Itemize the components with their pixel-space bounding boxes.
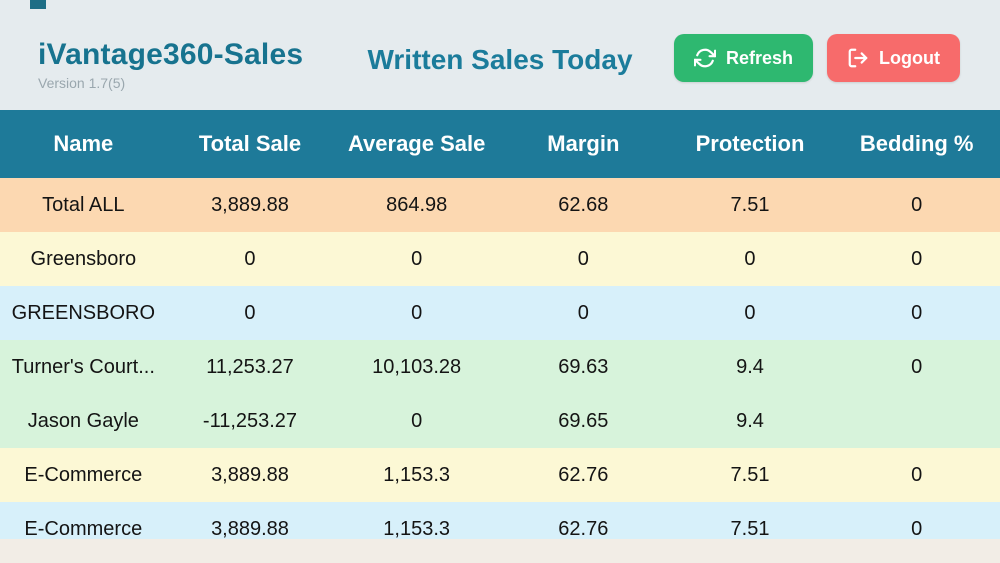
cell-total-sale: 3,889.88 <box>211 463 289 486</box>
cell-margin: 69.65 <box>558 409 609 432</box>
cell-total-sale: -11,253.27 <box>202 409 298 432</box>
table-row[interactable]: Jason Gayle -11,253.27 0 69.65 9.4 <box>0 394 1000 448</box>
cell-bedding: 0 <box>911 301 923 324</box>
table-row[interactable]: Turner's Court... 11,253.27 10,103.28 69.63… <box>0 340 1000 394</box>
cell-average-sale: 864.98 <box>386 193 448 216</box>
column-header-total-sale: Total Sale <box>198 131 302 156</box>
cell-margin: 62.68 <box>558 193 609 216</box>
table-row[interactable]: Greensboro 0 0 0 0 0 <box>0 232 1000 286</box>
column-header-average-sale: Average Sale <box>347 131 486 156</box>
refresh-button-label: Refresh <box>725 47 794 68</box>
cell-average-sale: 1,153.3 <box>383 463 451 486</box>
cell-total-sale: 0 <box>244 301 256 324</box>
screen-notch <box>30 0 46 9</box>
cell-margin: 0 <box>577 301 589 324</box>
cell-average-sale: 0 <box>411 301 423 324</box>
cell-bedding: 0 <box>911 355 923 378</box>
log-out-icon <box>847 47 869 69</box>
cell-bedding: 0 <box>911 463 923 486</box>
cell-total-sale: 3,889.88 <box>211 517 289 540</box>
cell-average-sale: 0 <box>411 409 423 432</box>
cell-average-sale: 10,103.28 <box>372 355 462 378</box>
cell-margin: 62.76 <box>558 517 609 540</box>
cell-bedding: 0 <box>911 247 923 270</box>
cell-bedding: 0 <box>911 193 923 216</box>
cell-protection: 0 <box>744 247 756 270</box>
bottom-strip <box>0 539 1000 563</box>
cell-margin: 0 <box>577 247 589 270</box>
cell-name: Greensboro <box>30 247 137 270</box>
refresh-button[interactable]: Refresh <box>673 34 814 82</box>
cell-average-sale: 1,153.3 <box>383 517 451 540</box>
cell-bedding: 0 <box>911 517 923 540</box>
cell-name: Turner's Court... <box>11 355 155 378</box>
header-actions: Refresh Logout <box>673 34 960 82</box>
cell-name: E-Commerce <box>24 517 143 540</box>
column-header-protection: Protection <box>695 131 805 156</box>
brand-block: iVantage360-Sales Version 1.7(5) <box>38 38 303 91</box>
refresh-icon <box>693 47 716 69</box>
table-header-row: Name Total Sale Average Sale Margin Protecti… <box>0 110 1000 178</box>
logout-button[interactable]: Logout <box>827 34 960 82</box>
cell-average-sale: 0 <box>411 247 423 270</box>
cell-margin: 69.63 <box>558 355 609 378</box>
cell-name: GREENSBORO <box>11 301 155 324</box>
cell-total-sale: 11,253.27 <box>206 355 294 378</box>
cell-protection: 0 <box>744 301 756 324</box>
column-header-bedding: Bedding % <box>859 131 974 156</box>
cell-total-sale: 3,889.88 <box>211 193 289 216</box>
table-body: Total ALL 3,889.88 864.98 62.68 7.51 0 Greensb… <box>0 178 1000 539</box>
column-header-name: Name <box>53 131 114 156</box>
table-row[interactable]: E-Commerce 3,889.88 1,153.3 62.76 7.51 0 <box>0 502 1000 539</box>
cell-total-sale: 0 <box>244 247 256 270</box>
app-version: Version 1.7(5) <box>38 75 126 91</box>
cell-margin: 62.76 <box>558 463 609 486</box>
table-row[interactable]: Total ALL 3,889.88 864.98 62.68 7.51 0 <box>0 178 1000 232</box>
cell-protection: 9.4 <box>736 409 764 432</box>
table-row[interactable]: GREENSBORO 0 0 0 0 0 <box>0 286 1000 340</box>
cell-protection: 7.51 <box>730 463 770 486</box>
cell-name: Total ALL <box>42 193 125 216</box>
cell-protection: 7.51 <box>730 193 770 216</box>
logout-button-label: Logout <box>879 47 940 68</box>
cell-protection: 7.51 <box>730 517 770 540</box>
cell-protection: 9.4 <box>736 355 764 378</box>
column-header-margin: Margin <box>547 131 620 156</box>
top-bar: iVantage360-Sales Version 1.7(5) Written… <box>0 0 1000 110</box>
table-row[interactable]: E-Commerce 3,889.88 1,153.3 62.76 7.51 0 <box>0 448 1000 502</box>
cell-name: E-Commerce <box>24 463 143 486</box>
app-title: iVantage360-Sales <box>38 38 304 71</box>
cell-name: Jason Gayle <box>27 409 139 432</box>
